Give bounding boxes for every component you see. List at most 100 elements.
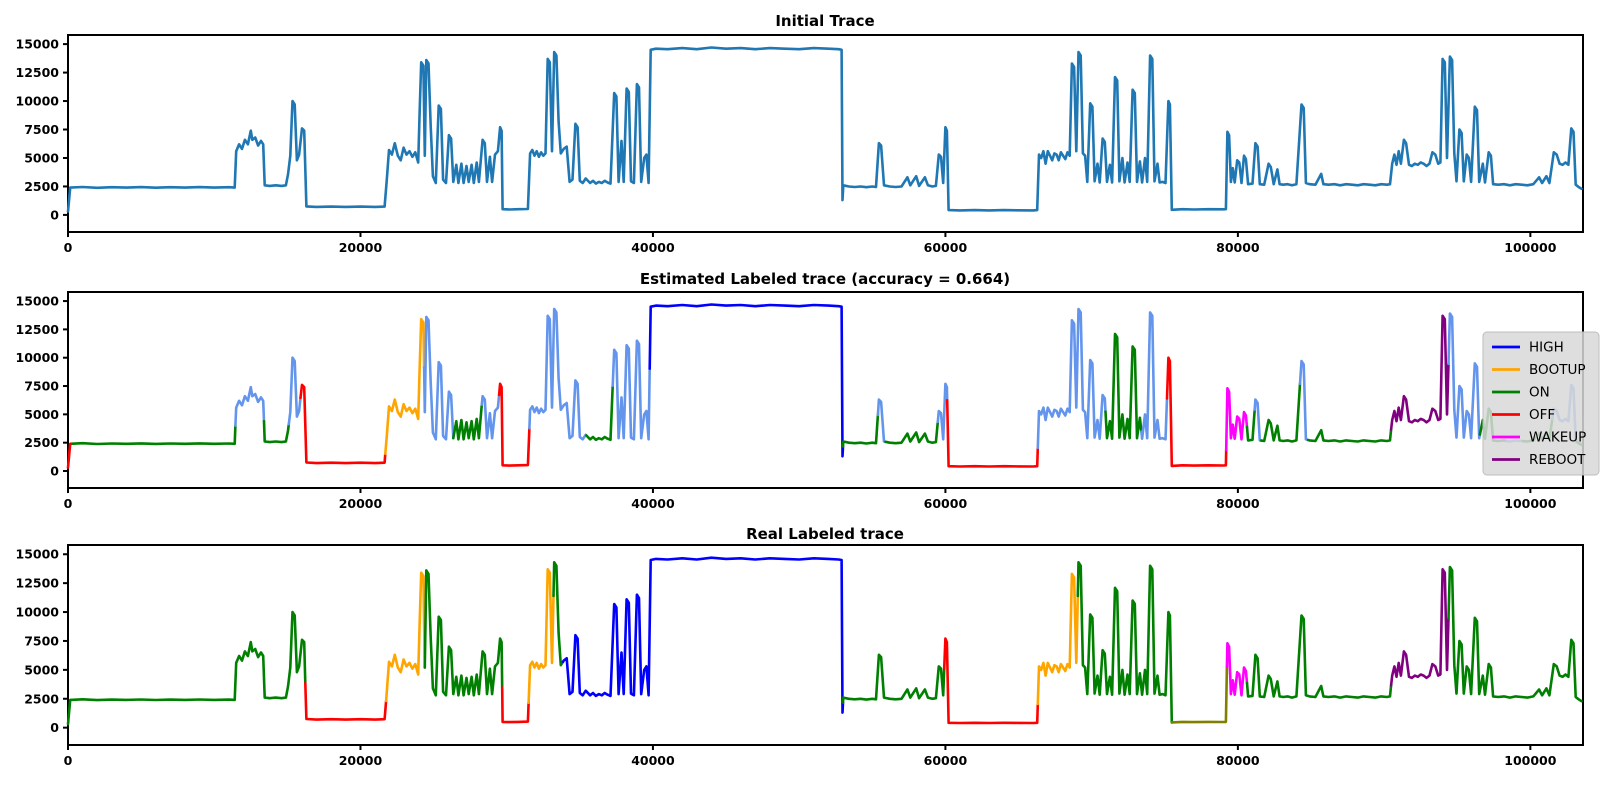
- trace-segment-bootup: [383, 317, 426, 456]
- trace-segment: [1140, 311, 1169, 441]
- trace-segment-on: [585, 384, 615, 442]
- y-tick-label: 12500: [16, 65, 60, 80]
- trace-segment-high: [561, 556, 845, 714]
- plot-panel: 0 20000 40000 60000 80000 100000 0 2500 5000 7500…: [16, 291, 1600, 511]
- trace-segment-high: [648, 303, 845, 458]
- y-tick-label: 7500: [24, 633, 59, 648]
- trace-segment-on: [451, 403, 484, 441]
- y-tick-label: 15000: [16, 547, 60, 562]
- y-tick-label: 10000: [16, 94, 60, 109]
- trace-segment: [1298, 359, 1310, 442]
- trace-segment-off: [66, 442, 74, 469]
- trace-segment-on: [1447, 565, 1583, 703]
- x-tick-label: 0: [64, 753, 73, 768]
- y-tick-label: 12500: [16, 576, 60, 591]
- trace-segment-on: [423, 569, 504, 697]
- legend-label-high: HIGH: [1529, 340, 1564, 356]
- trace-segment: [287, 356, 302, 426]
- trace-segment-on: [66, 610, 307, 726]
- trace-segment-bootup: [527, 567, 555, 705]
- trace-segment: [1036, 307, 1107, 450]
- trace-segment-wakeup: [1225, 641, 1249, 697]
- axes-layer: 0 20000 40000 60000 80000 1000000250050007500…: [16, 34, 1600, 768]
- trace-segment: [1170, 665, 1229, 724]
- y-tick-label: 0: [50, 720, 59, 735]
- panel-title-initial-trace: Initial Trace: [775, 12, 874, 30]
- trace-segment-off: [497, 382, 531, 467]
- trace-segment-off: [299, 383, 387, 465]
- y-tick-label: 7500: [24, 379, 59, 394]
- legend-label-wakeup: WAKEUP: [1529, 430, 1586, 446]
- trace-segment-on: [262, 419, 291, 444]
- legend: HIGH BOOTUP ON OFF WAKEUP REBOOT: [1482, 331, 1600, 476]
- x-tick-label: 100000: [1504, 753, 1556, 768]
- trace-segment-bootup: [384, 571, 427, 703]
- trace-segment-on: [884, 420, 940, 445]
- x-tick-label: 0: [64, 496, 73, 511]
- trace-segment-off: [945, 398, 1040, 468]
- trace-segment-on: [552, 560, 565, 667]
- y-tick-label: 0: [50, 207, 59, 222]
- trace-segment-on: [1245, 614, 1393, 699]
- x-tick-label: 100000: [1504, 496, 1556, 511]
- trace-segment: [528, 307, 588, 441]
- trace-segment-on: [1245, 408, 1256, 442]
- trace-segment: [936, 382, 949, 441]
- x-tick-label: 0: [64, 240, 73, 255]
- trace-segment-bootup: [1036, 572, 1080, 706]
- legend-label-off: OFF: [1529, 407, 1555, 423]
- trace-segment: [422, 315, 455, 441]
- legend-label-bootup: BOOTUP: [1529, 362, 1586, 378]
- trace-segment: [1447, 312, 1482, 440]
- y-tick-label: 5000: [24, 150, 59, 165]
- trace-segment-off: [1165, 356, 1228, 468]
- trace-segment-on: [1260, 382, 1302, 443]
- legend-label-on: ON: [1529, 385, 1550, 401]
- y-tick-label: 15000: [16, 37, 60, 52]
- axes-spines: [67, 544, 1584, 746]
- x-tick-label: 80000: [1216, 496, 1260, 511]
- x-tick-label: 80000: [1216, 240, 1260, 255]
- trace-segment-off: [500, 686, 530, 724]
- plot-panel: 0 20000 40000 60000 80000 100000 0 2500 5000 7500…: [16, 544, 1584, 768]
- trace-segment-on: [1306, 428, 1393, 443]
- y-tick-label: 5000: [24, 662, 59, 677]
- trace-segment-on: [841, 653, 946, 704]
- trace-segment-on: [1076, 560, 1174, 724]
- panel-title-real-trace: Real Labeled trace: [746, 525, 904, 543]
- x-tick-label: 60000: [924, 240, 968, 255]
- y-tick-label: 12500: [16, 322, 60, 337]
- y-tick-label: 10000: [16, 605, 60, 620]
- trace-segment-wakeup: [1224, 386, 1249, 452]
- x-tick-label: 60000: [924, 753, 968, 768]
- trace-segment-on: [71, 424, 237, 446]
- y-tick-label: 10000: [16, 350, 60, 365]
- trace-segment: [234, 385, 266, 428]
- x-tick-label: 20000: [339, 753, 383, 768]
- trace-segment-on: [841, 413, 880, 448]
- trace-segment-reboot: [1389, 314, 1450, 431]
- y-tick-label: 2500: [24, 179, 59, 194]
- x-tick-label: 20000: [339, 496, 383, 511]
- trace-segment-off: [942, 637, 1040, 725]
- panel-title-estimated-trace: Estimated Labeled trace (accuracy = 0.66…: [640, 270, 1010, 288]
- trace-segment: [480, 393, 501, 440]
- x-tick-label: 40000: [631, 240, 675, 255]
- x-tick-label: 100000: [1504, 240, 1556, 255]
- axes-spines: [67, 34, 1584, 233]
- trace-segment-on: [1104, 332, 1143, 441]
- y-tick-label: 0: [50, 464, 59, 479]
- y-tick-label: 15000: [16, 294, 60, 309]
- y-tick-label: 7500: [24, 122, 59, 137]
- trace-segment: [611, 339, 652, 441]
- y-tick-label: 5000: [24, 407, 59, 422]
- y-tick-label: 2500: [24, 435, 59, 450]
- trace-segment-reboot: [1389, 567, 1450, 687]
- trace-segment: [1253, 398, 1263, 442]
- x-tick-label: 40000: [631, 753, 675, 768]
- trace-segment: [66, 46, 1583, 213]
- y-tick-label: 2500: [24, 691, 59, 706]
- trace-segment-off: [303, 681, 388, 721]
- x-tick-label: 80000: [1216, 753, 1260, 768]
